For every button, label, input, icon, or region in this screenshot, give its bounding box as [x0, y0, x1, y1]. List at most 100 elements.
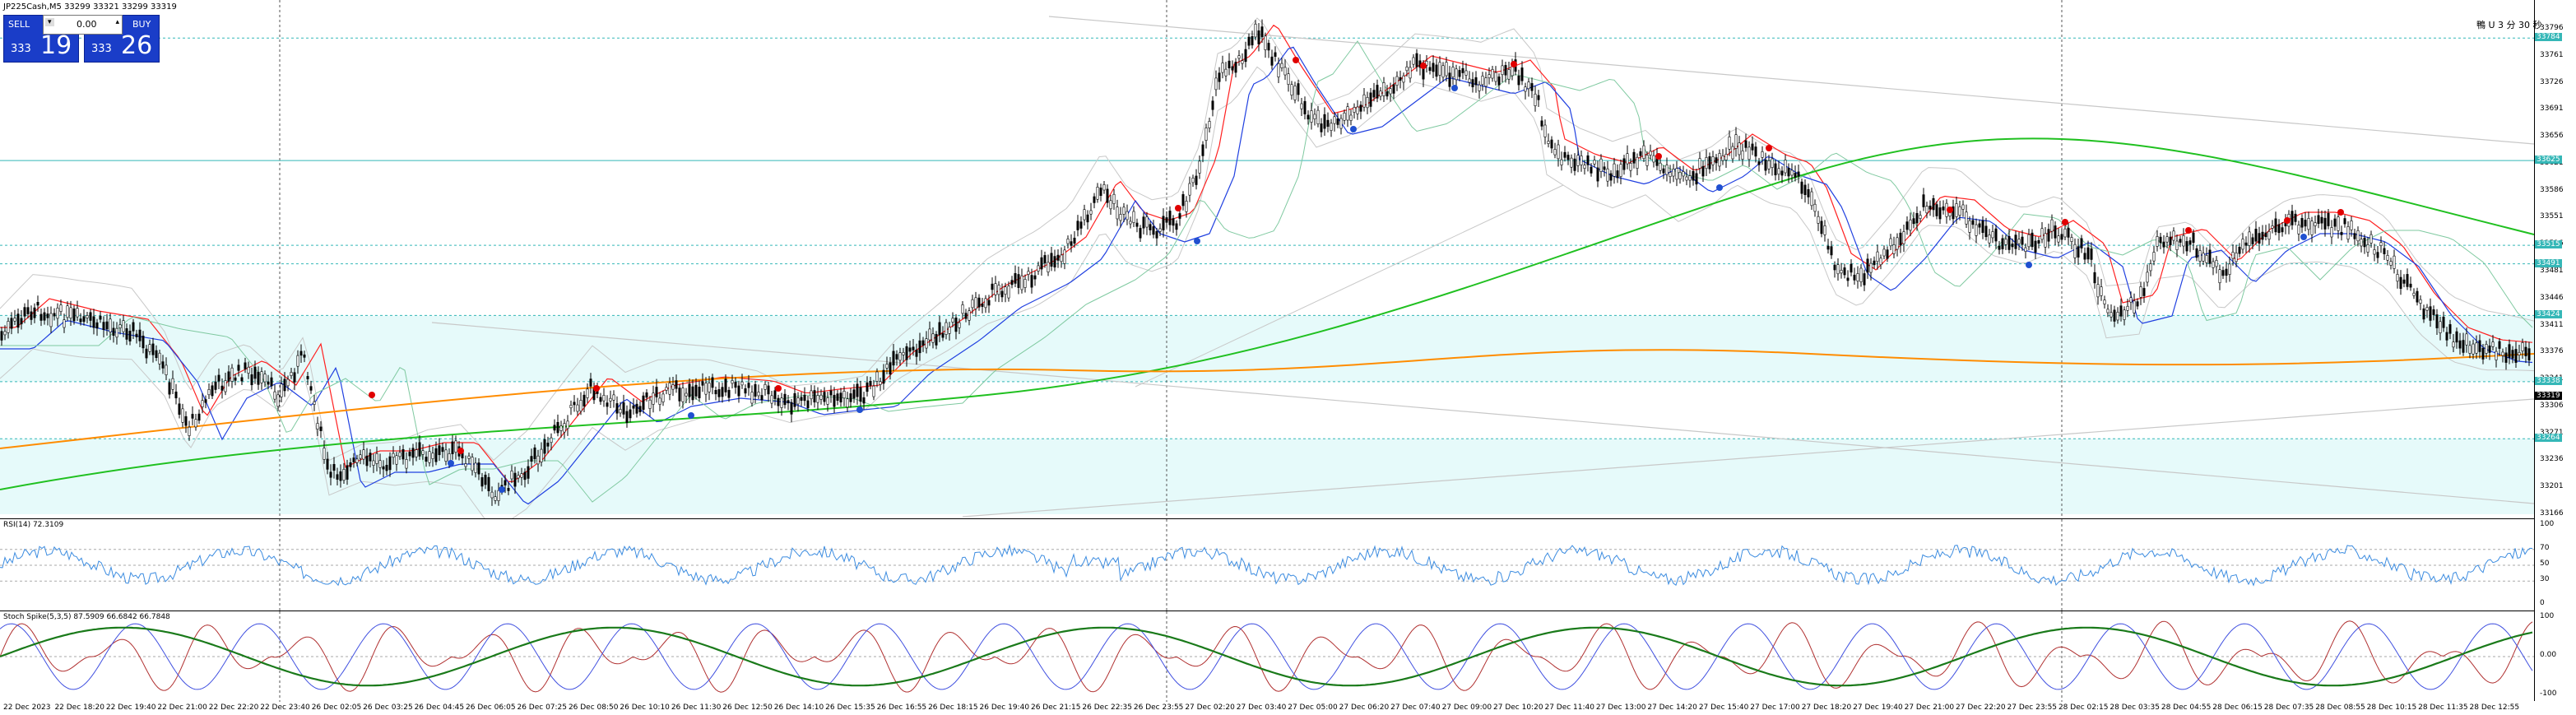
candle-body	[1366, 96, 1369, 109]
moving-average-blue	[0, 46, 2533, 505]
candle-body	[1382, 82, 1385, 96]
candle-body	[56, 307, 59, 319]
candle-body	[2185, 241, 2188, 252]
candle-body	[915, 349, 918, 357]
candle-body	[2017, 239, 2021, 244]
candle-body	[1458, 70, 1461, 77]
candle-body	[997, 285, 1000, 295]
time-tick-label: 22 Dec 19:40	[105, 703, 156, 712]
main-chart-panel[interactable]	[0, 0, 2535, 532]
candle-body	[787, 400, 790, 404]
candle-body	[1912, 218, 1915, 225]
candle-body	[2258, 233, 2261, 244]
candle-body	[1879, 258, 1882, 266]
candle-body	[128, 331, 132, 341]
candle-body	[2452, 341, 2455, 348]
price-tick-label: 33236	[2540, 455, 2564, 464]
candle-body	[1445, 62, 1448, 77]
time-tick-label: 26 Dec 02:05	[311, 703, 362, 712]
stochastic-panel[interactable]: Stoch Spike(5,3,5) 87.5909 66.6842 66.78…	[0, 611, 2534, 702]
candle-body	[1432, 63, 1435, 72]
time-tick-label: 28 Dec 04:55	[2161, 703, 2212, 712]
candle-body	[566, 420, 569, 429]
candle-body	[823, 392, 826, 402]
candle-body	[270, 377, 273, 387]
candle-body	[369, 453, 372, 462]
candle-body	[1988, 234, 1991, 244]
candle-body	[866, 382, 869, 392]
candle-body	[1300, 103, 1303, 109]
time-tick-label: 26 Dec 12:50	[722, 703, 773, 712]
candle-body	[1731, 146, 1734, 160]
signal-dot	[1420, 63, 1427, 69]
price-chart[interactable]	[0, 0, 2535, 532]
candle-body	[1942, 207, 1945, 211]
candle-body	[764, 383, 767, 390]
candle-body	[833, 394, 836, 407]
candle-body	[2047, 229, 2050, 242]
candle-body	[1616, 170, 1619, 179]
candle-body	[1843, 267, 1846, 276]
candle-body	[1178, 213, 1181, 219]
candle-body	[306, 376, 309, 379]
rsi-line	[0, 544, 2533, 587]
candle-body	[2399, 276, 2402, 290]
time-tick-label: 27 Dec 05:00	[1288, 703, 1338, 712]
price-tick-label: 33761	[2540, 50, 2564, 59]
price-level-tag: 33424	[2535, 310, 2562, 319]
candle-body	[1896, 237, 1899, 250]
candle-body	[1007, 286, 1010, 299]
candle-body	[964, 313, 968, 319]
candle-body	[454, 440, 457, 453]
candle-body	[467, 455, 471, 459]
candle-body	[2271, 225, 2274, 229]
candle-body	[839, 392, 842, 403]
lot-size-field[interactable]: ▾ 0.00 ▴	[43, 15, 123, 35]
signal-dot	[1451, 85, 1458, 91]
candle-body	[573, 402, 576, 406]
candle-body	[2419, 299, 2422, 304]
price-tick-label: 33271	[2540, 428, 2564, 437]
rsi-tick-label: 70	[2540, 543, 2550, 552]
candle-body	[1550, 139, 1553, 149]
candle-body	[1155, 231, 1158, 239]
candle-body	[1543, 124, 1547, 137]
candle-body	[49, 313, 53, 327]
candle-body	[132, 322, 135, 332]
candle-body	[750, 392, 754, 404]
candle-body	[1349, 114, 1353, 121]
moving-average-green	[0, 137, 2535, 490]
candle-body	[89, 312, 92, 321]
candle-body	[935, 333, 938, 346]
candle-body	[1158, 228, 1162, 232]
price-scale[interactable]: 3379633761337263369133656336213358633551…	[2534, 0, 2576, 518]
candle-body	[2063, 228, 2067, 238]
rsi-panel[interactable]: RSI(14) 72.3109	[0, 518, 2534, 611]
candle-body	[1346, 106, 1349, 121]
signal-dot	[1293, 57, 1299, 63]
candle-body	[1399, 77, 1402, 81]
candle-body	[1586, 155, 1590, 165]
candle-body	[1372, 90, 1376, 98]
candle-body	[1738, 142, 1741, 156]
lot-stepper-icon[interactable]: ▴	[115, 18, 119, 26]
candle-body	[1379, 91, 1382, 97]
candle-body	[635, 403, 638, 414]
candle-body	[1642, 145, 1645, 159]
candle-body	[1994, 228, 1998, 242]
candle-body	[2205, 255, 2208, 263]
candle-body	[1142, 216, 1145, 229]
sell-button[interactable]: SELL 333 19	[3, 15, 79, 63]
candle-body	[2172, 230, 2175, 241]
candle-body	[2050, 219, 2054, 232]
candle-body	[1320, 123, 1323, 132]
candle-body	[553, 425, 556, 431]
buy-button[interactable]: BUY 333 26	[84, 15, 160, 63]
lot-dropdown-icon[interactable]: ▾	[45, 18, 54, 26]
candle-body	[247, 366, 250, 374]
candle-body	[2077, 246, 2080, 258]
price-level-tag: 33319	[2535, 391, 2562, 400]
candlestick-series	[0, 19, 2531, 506]
candle-body	[2001, 238, 2004, 249]
candle-body	[2123, 309, 2126, 320]
